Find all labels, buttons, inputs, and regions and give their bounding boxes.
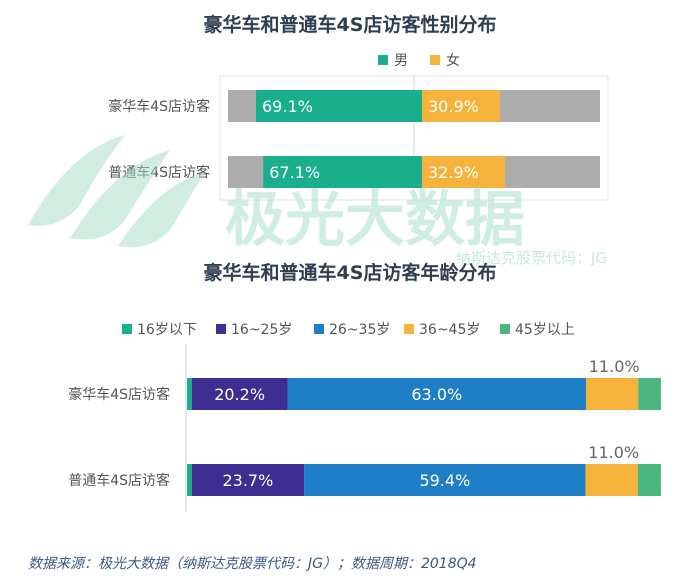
gender-legend-label-0: 男: [394, 53, 408, 69]
age-value-label-1-3: 11.0%: [588, 443, 639, 462]
age-bar-0-seg-0: [187, 378, 192, 410]
age-legend-swatch-3: [404, 324, 414, 334]
gender-category-label-1: 普通车4S店访客: [108, 164, 210, 181]
age-legend-swatch-0: [122, 324, 132, 334]
age-bar-0-seg-1: [191, 378, 288, 410]
age-bar-1-seg-0: [187, 464, 192, 496]
gender-legend-label-1: 女: [446, 52, 460, 69]
age-legend-swatch-2: [314, 324, 324, 334]
age-value-label-0-1: 20.2%: [214, 385, 265, 404]
data-source-note: 数据来源：极光大数据（纳斯达克股票代码：JG）；数据周期：2018Q4: [28, 556, 477, 572]
age-value-label-0-3: 11.0%: [589, 357, 640, 376]
age-bar-0-seg-3: [586, 378, 639, 410]
age-value-label-0-2: 63.0%: [411, 385, 462, 404]
age-bar-0-seg-2: [287, 378, 587, 410]
age-legend-label-1: 16~25岁: [231, 322, 292, 338]
gender-chart-title: 豪华车和普通车4S店访客性别分布: [203, 14, 497, 36]
age-bar-1-seg-2: [304, 464, 586, 496]
gender-bar-female-0: [422, 90, 500, 122]
age-legend-label-3: 36~45岁: [419, 322, 480, 338]
gender-chart: 男 女 豪华车4S店访客 69.1% 30.9% 普通车4S店访客 67.1% 32.9%: [108, 52, 609, 201]
age-chart-title: 豪华车和普通车4S店访客年龄分布: [203, 262, 497, 284]
age-bar-1-seg-4: [637, 464, 661, 496]
age-category-label-0: 豪华车4S店访客: [68, 386, 170, 403]
gender-legend-swatch-1: [430, 55, 440, 65]
gender-bar-male-1: [263, 156, 422, 188]
gender-category-label-0: 豪华车4S店访客: [108, 98, 210, 115]
gender-value-label-male-0: 69.1%: [262, 97, 313, 116]
gender-value-label-male-1: 67.1%: [269, 163, 320, 182]
age-value-label-1-1: 23.7%: [222, 471, 273, 490]
age-legend-label-4: 45岁以上: [515, 322, 575, 338]
age-legend-swatch-4: [500, 324, 510, 334]
gender-legend-swatch-0: [378, 55, 388, 65]
gender-bar-male-0: [256, 90, 422, 122]
gender-value-label-female-1: 32.9%: [428, 163, 479, 182]
gender-value-label-female-0: 30.9%: [428, 97, 479, 116]
age-value-label-1-2: 59.4%: [419, 471, 470, 490]
age-category-label-1: 普通车4S店访客: [68, 472, 170, 489]
age-bar-1-seg-1: [191, 464, 305, 496]
age-bar-0-seg-4: [638, 378, 661, 410]
age-legend-label-2: 26~35岁: [329, 322, 390, 338]
age-legend-label-0: 16岁以下: [137, 322, 197, 338]
gender-bar-female-1: [422, 156, 506, 188]
age-legend-swatch-1: [216, 324, 226, 334]
age-chart: 16岁以下 16~25岁 26~35岁 36~45岁 45岁以上 豪华车4S店访客 20.…: [68, 322, 661, 512]
age-bar-1-seg-3: [585, 464, 638, 496]
